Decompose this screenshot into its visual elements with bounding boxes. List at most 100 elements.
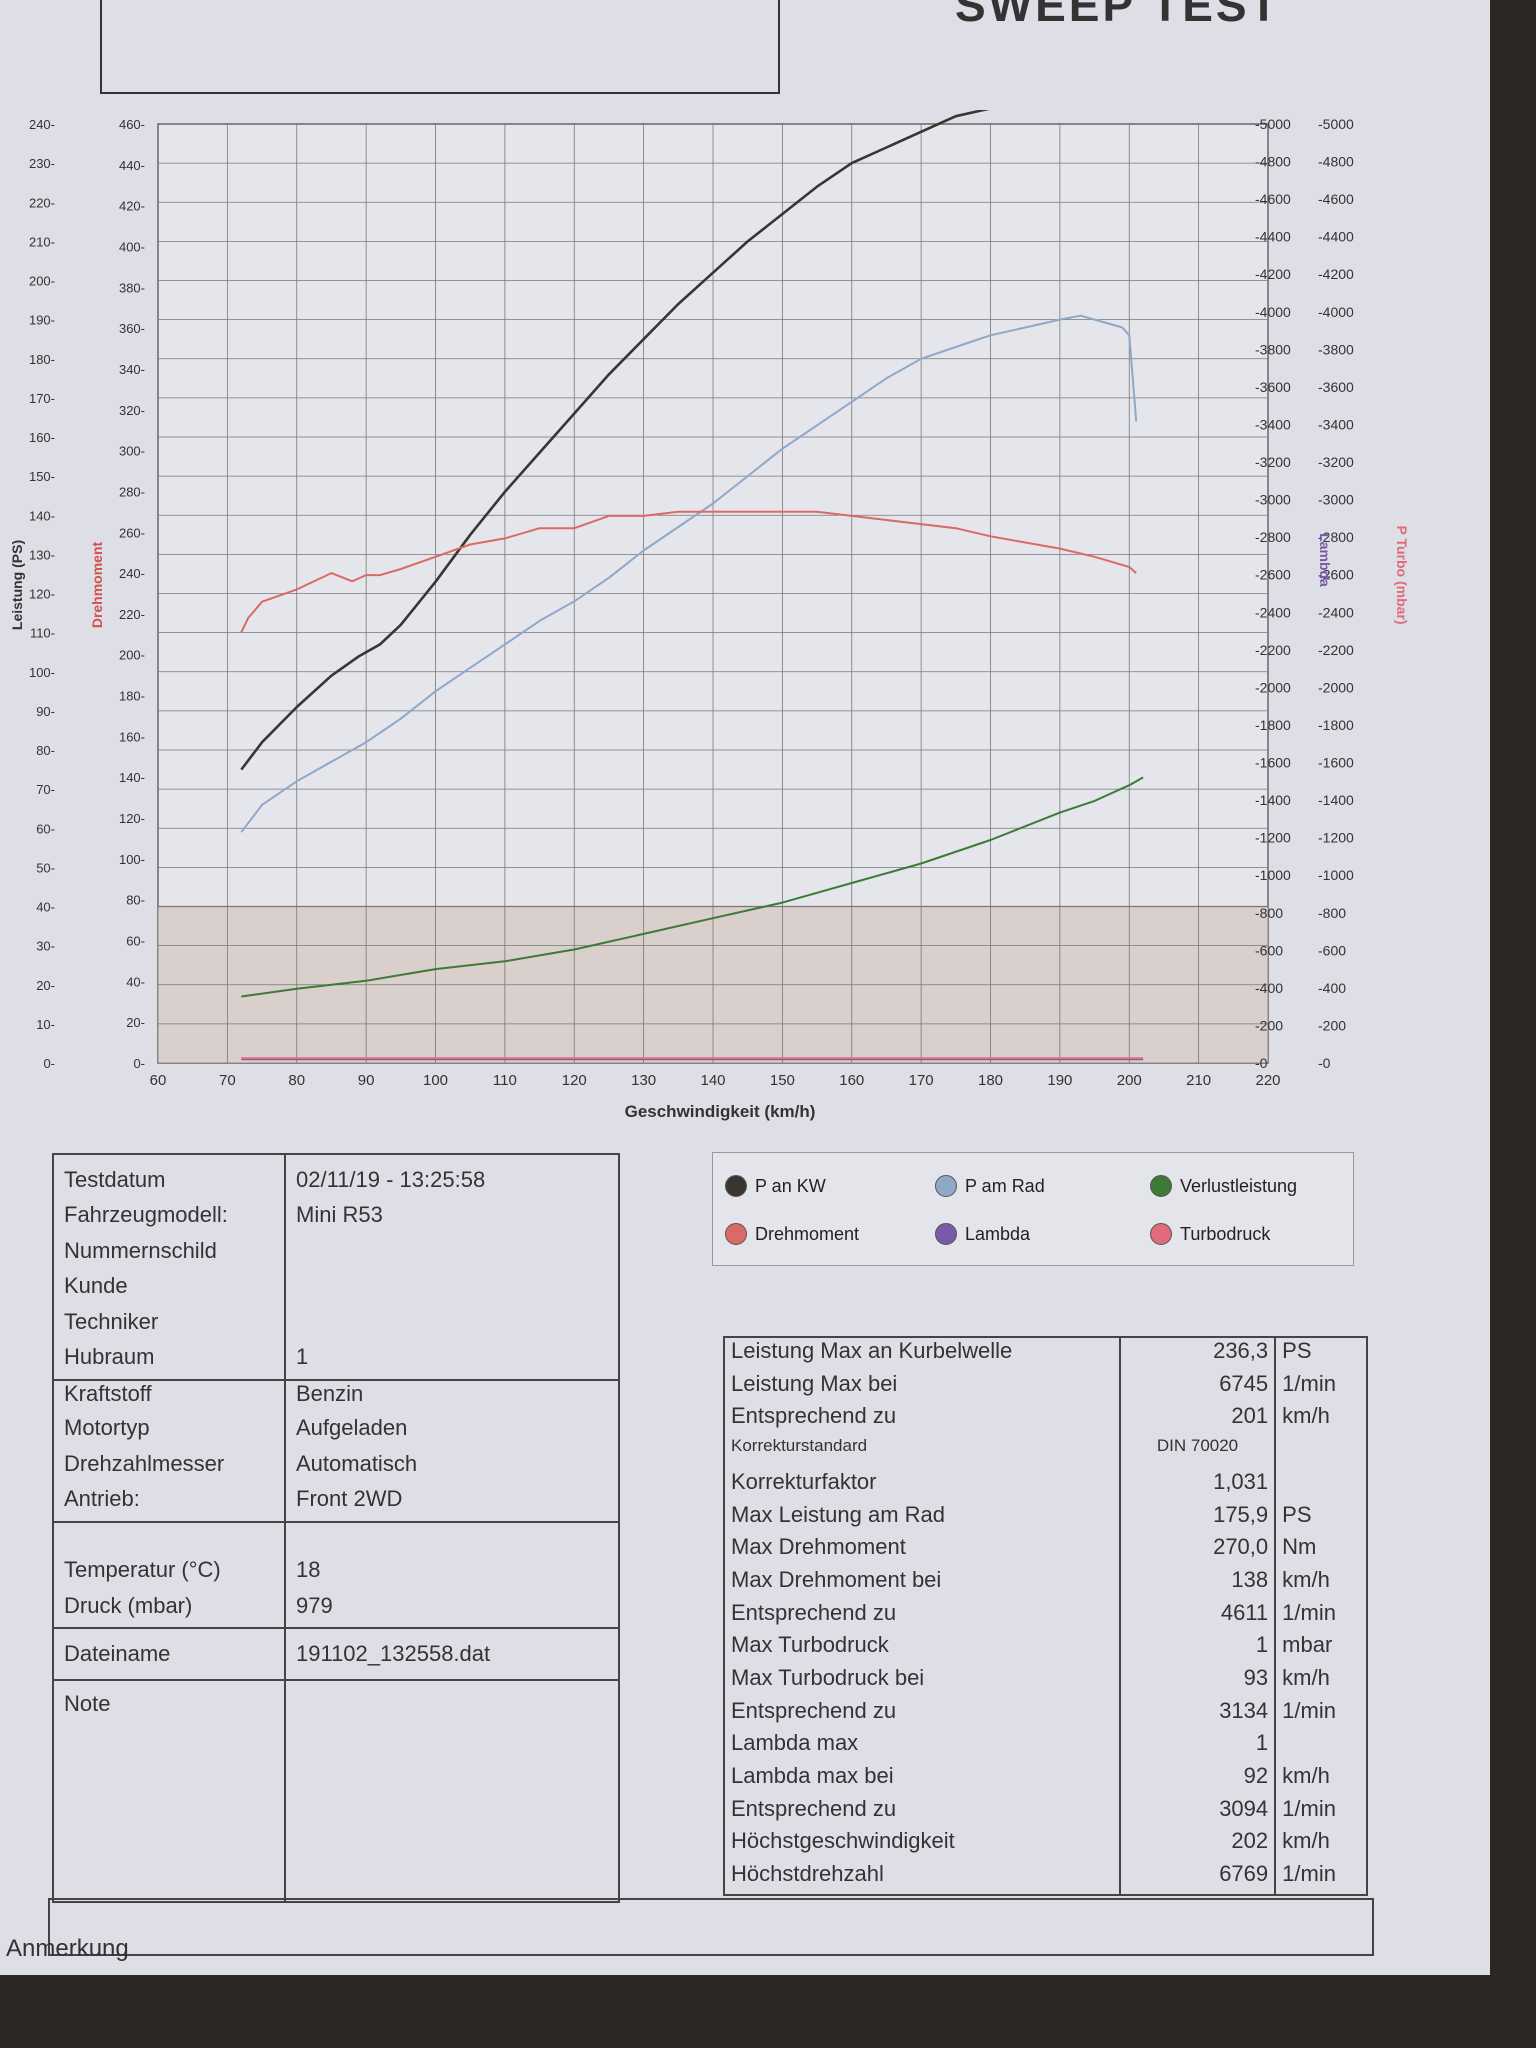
x-tick-label: 170 [909, 1072, 934, 1089]
motortyp-label: Motortyp [53, 1415, 286, 1451]
turbo-tick-label: -2600 [1318, 567, 1354, 583]
leistung-tick-label: 90- [36, 704, 55, 719]
leistung-tick-label: 180- [29, 352, 55, 367]
x-tick-label: 150 [770, 1072, 795, 1089]
leistung-tick-label: 230- [29, 156, 55, 171]
result-value: 1,031 [1119, 1468, 1277, 1502]
legend-label: Lambda [965, 1223, 1031, 1244]
chart-legend: P an KW P am Rad Verlustleistung Drehmoment… [712, 1152, 1354, 1266]
legend-label: Verlustleistung [1180, 1175, 1298, 1196]
result-value: 93 [1119, 1664, 1277, 1698]
turbo-tick-label: -800 [1318, 905, 1346, 921]
antrieb-value: Front 2WD [296, 1486, 403, 1512]
remark-label: Anmerkung [6, 1935, 129, 1962]
result-row: Entsprechend zu 3094 1/min [724, 1795, 1367, 1829]
result-label: Entsprechend zu [724, 1599, 1121, 1633]
drehmoment-tick-label: 100- [119, 852, 145, 867]
leistung-tick-label: 110- [30, 626, 55, 641]
lambda-tick-label: -3000 [1255, 492, 1291, 508]
legend-dot-icon [725, 1223, 747, 1245]
result-unit: 1/min [1282, 1370, 1336, 1396]
kraftstoff-value: Benzin [285, 1378, 619, 1416]
result-value: 201 [1119, 1403, 1277, 1437]
drehmoment-tick-label: 240- [119, 566, 145, 581]
result-unit: 1/min [1282, 1697, 1336, 1723]
result-row: Entsprechend zu 4611 1/min [724, 1599, 1367, 1633]
turbo-tick-label: -3800 [1318, 341, 1354, 357]
lambda-tick-label: -0 [1255, 1055, 1268, 1071]
series-p-an-kw [240, 110, 990, 771]
header-box [100, 0, 780, 94]
motortyp-value: Aufgeladen [296, 1415, 408, 1441]
leistung-tick-label: 170- [29, 391, 55, 406]
leistung-tick-label: 70- [36, 782, 55, 797]
x-axis-label: Geschwindigkeit (km/h) [625, 1102, 816, 1121]
leistung-tick-label: 160- [29, 430, 55, 445]
drehmoment-tick-label: 120- [119, 811, 145, 826]
result-unit [1275, 1730, 1367, 1763]
hubraum-label: Hubraum [53, 1344, 286, 1380]
result-value: 92 [1119, 1763, 1277, 1796]
leistung-tick-label: 130- [29, 547, 55, 562]
leistung-tick-label: 140- [29, 508, 55, 523]
testdatum-value: 02/11/19 - 13:25:58 [296, 1166, 486, 1192]
result-unit: 1/min [1282, 1861, 1336, 1887]
drehmoment-tick-label: 460- [119, 117, 145, 132]
leistung-tick-label: 100- [29, 665, 55, 680]
temperatur-value: 18 [296, 1557, 321, 1583]
leistung-tick-label: 40- [36, 900, 55, 915]
turbo-tick-label: -1200 [1318, 830, 1354, 846]
lambda-tick-label: -2000 [1255, 679, 1291, 695]
fahrzeugmodell-value: Mini R53 [296, 1202, 383, 1228]
result-row: Max Turbodruck bei 93 km/h [724, 1664, 1367, 1698]
legend-label: Turbodruck [1180, 1223, 1271, 1244]
lambda-tick-label: -400 [1255, 980, 1283, 996]
lambda-tick-label: -1800 [1255, 717, 1291, 733]
x-tick-label: 90 [358, 1072, 375, 1089]
drehmoment-tick-label: 0- [133, 1056, 145, 1071]
result-row: Höchstdrehzahl 6769 1/min [724, 1861, 1367, 1895]
result-row: Lambda max bei 92 km/h [724, 1763, 1367, 1796]
lambda-tick-label: -2200 [1255, 642, 1291, 658]
lambda-tick-label: -4000 [1255, 304, 1291, 320]
fahrzeugmodell-label: Fahrzeugmodell: [53, 1202, 286, 1238]
result-label: Höchstdrehzahl [724, 1861, 1121, 1895]
series-verlustleistung [241, 776, 1144, 998]
leistung-tick-label: 240- [29, 117, 55, 132]
result-value: 138 [1119, 1566, 1277, 1600]
lambda-tick-label: -4400 [1255, 229, 1291, 245]
leistung-tick-label: 210- [29, 234, 55, 249]
hubraum-value: 1 [296, 1344, 309, 1370]
nummernschild-label: Nummernschild [53, 1237, 286, 1274]
result-label: Entsprechend zu [724, 1697, 1121, 1731]
result-label: Korrekturfaktor [724, 1468, 1121, 1502]
y-axis-label-turbo: P Turbo (mbar) [1394, 525, 1410, 624]
drehmoment-tick-label: 380- [119, 280, 145, 295]
result-label: Max Drehmoment [724, 1534, 1121, 1567]
result-label: Entsprechend zu [724, 1403, 1121, 1437]
dyno-sheet: SWEEP TEST 60 70 80 90 100 110 120 130 140 150 160… [0, 0, 1490, 1975]
leistung-tick-label: 30- [36, 939, 55, 954]
lambda-tick-label: -2800 [1255, 529, 1291, 545]
sheet-title: SWEEP TEST [955, 0, 1281, 31]
leistung-tick-label: 150- [29, 469, 55, 484]
lambda-tick-label: -1200 [1255, 830, 1291, 846]
drehmoment-tick-label: 320- [119, 403, 145, 418]
result-value: DIN 70020 [1119, 1436, 1277, 1469]
lambda-tick-label: -4800 [1255, 154, 1291, 170]
result-label: Entsprechend zu [724, 1795, 1121, 1829]
legend-item: P an KW [725, 1175, 826, 1197]
turbo-tick-label: -200 [1318, 1017, 1346, 1033]
turbo-tick-label: -2200 [1318, 642, 1354, 658]
result-row: Max Drehmoment 270,0 Nm [724, 1534, 1367, 1567]
druck-value: 979 [296, 1592, 333, 1618]
lambda-tick-label: -200 [1255, 1017, 1283, 1033]
leistung-tick-label: 20- [36, 978, 55, 993]
temperatur-label: Temperatur (°C) [53, 1557, 286, 1593]
chart-series [240, 110, 1144, 1061]
legend-item: P am Rad [935, 1175, 1045, 1197]
chart-grid [157, 123, 1269, 1064]
lambda-tick-label: -1600 [1255, 755, 1291, 771]
legend-dot-icon [725, 1175, 747, 1197]
result-value: 1 [1119, 1730, 1277, 1764]
